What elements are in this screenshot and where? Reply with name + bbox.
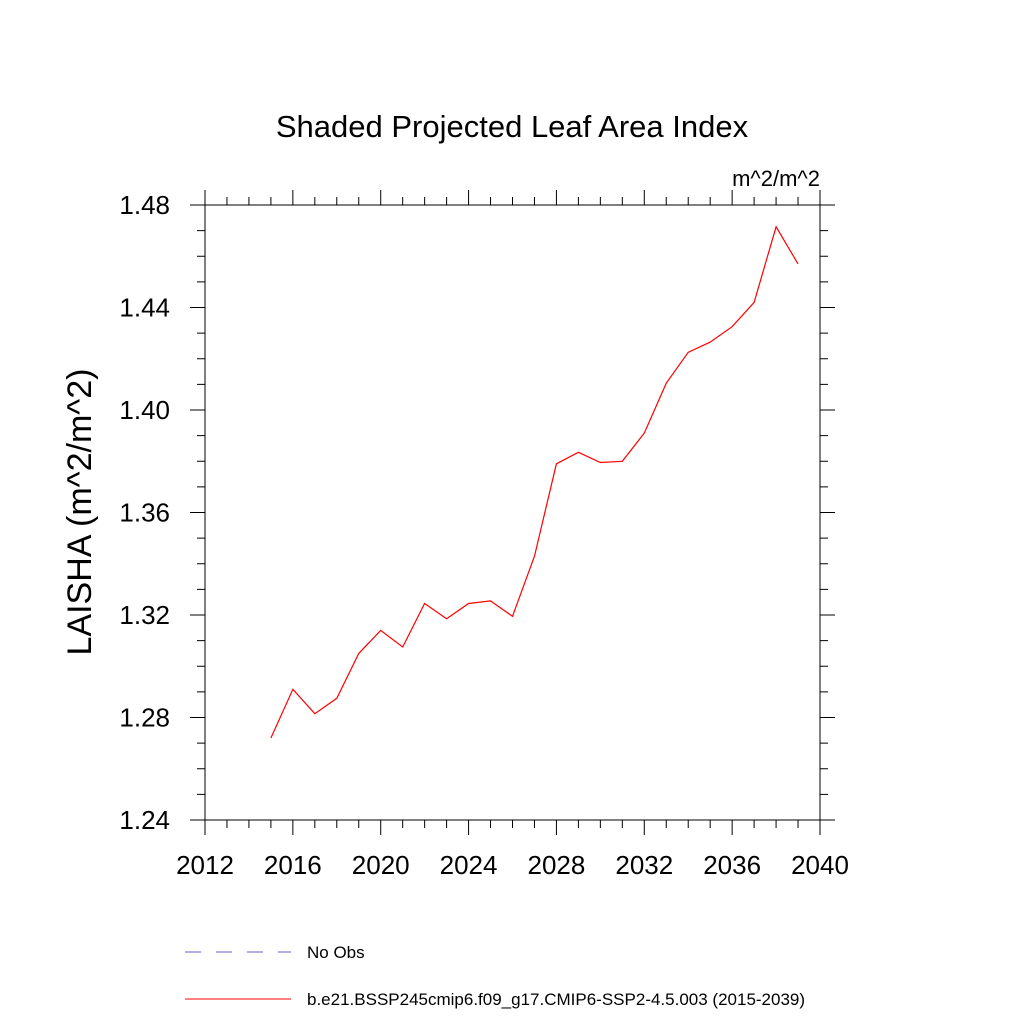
x-tick-label: 2036 <box>703 850 761 880</box>
y-tick-label: 1.24 <box>119 805 170 835</box>
series-layer <box>270 225 799 739</box>
x-tick-label: 2016 <box>264 850 322 880</box>
x-tick-label: 2028 <box>528 850 586 880</box>
y-axis-label: LAISHA (m^2/m^2) <box>61 369 99 656</box>
legend: No Obs b.e21.BSSP245cmip6.f09_g17.CMIP6-S… <box>185 943 805 1009</box>
plot-frame <box>204 204 821 821</box>
y-tick-label: 1.40 <box>119 395 170 425</box>
x-tick-label: 2032 <box>615 850 673 880</box>
y-tick-label: 1.28 <box>119 703 170 733</box>
y-tick-label: 1.48 <box>119 190 170 220</box>
y-tick-label: 1.44 <box>119 293 170 323</box>
chart-title: Shaded Projected Leaf Area Index <box>276 109 749 144</box>
x-tick-label: 2040 <box>791 850 849 880</box>
x-tick-label: 2020 <box>352 850 410 880</box>
axis-ticks: 2012 2016 2020 2024 2028 2032 2036 2040 1.24 1.28… <box>119 190 849 880</box>
units-label: m^2/m^2 <box>732 166 820 191</box>
y-tick-label: 1.36 <box>119 498 170 528</box>
x-tick-label: 2024 <box>440 850 498 880</box>
y-tick-label: 1.32 <box>119 600 170 630</box>
legend-label: No Obs <box>307 943 365 962</box>
legend-label: b.e21.BSSP245cmip6.f09_g17.CMIP6-SSP2-4.… <box>307 990 805 1009</box>
series-line <box>270 225 799 739</box>
x-tick-label: 2012 <box>176 850 234 880</box>
